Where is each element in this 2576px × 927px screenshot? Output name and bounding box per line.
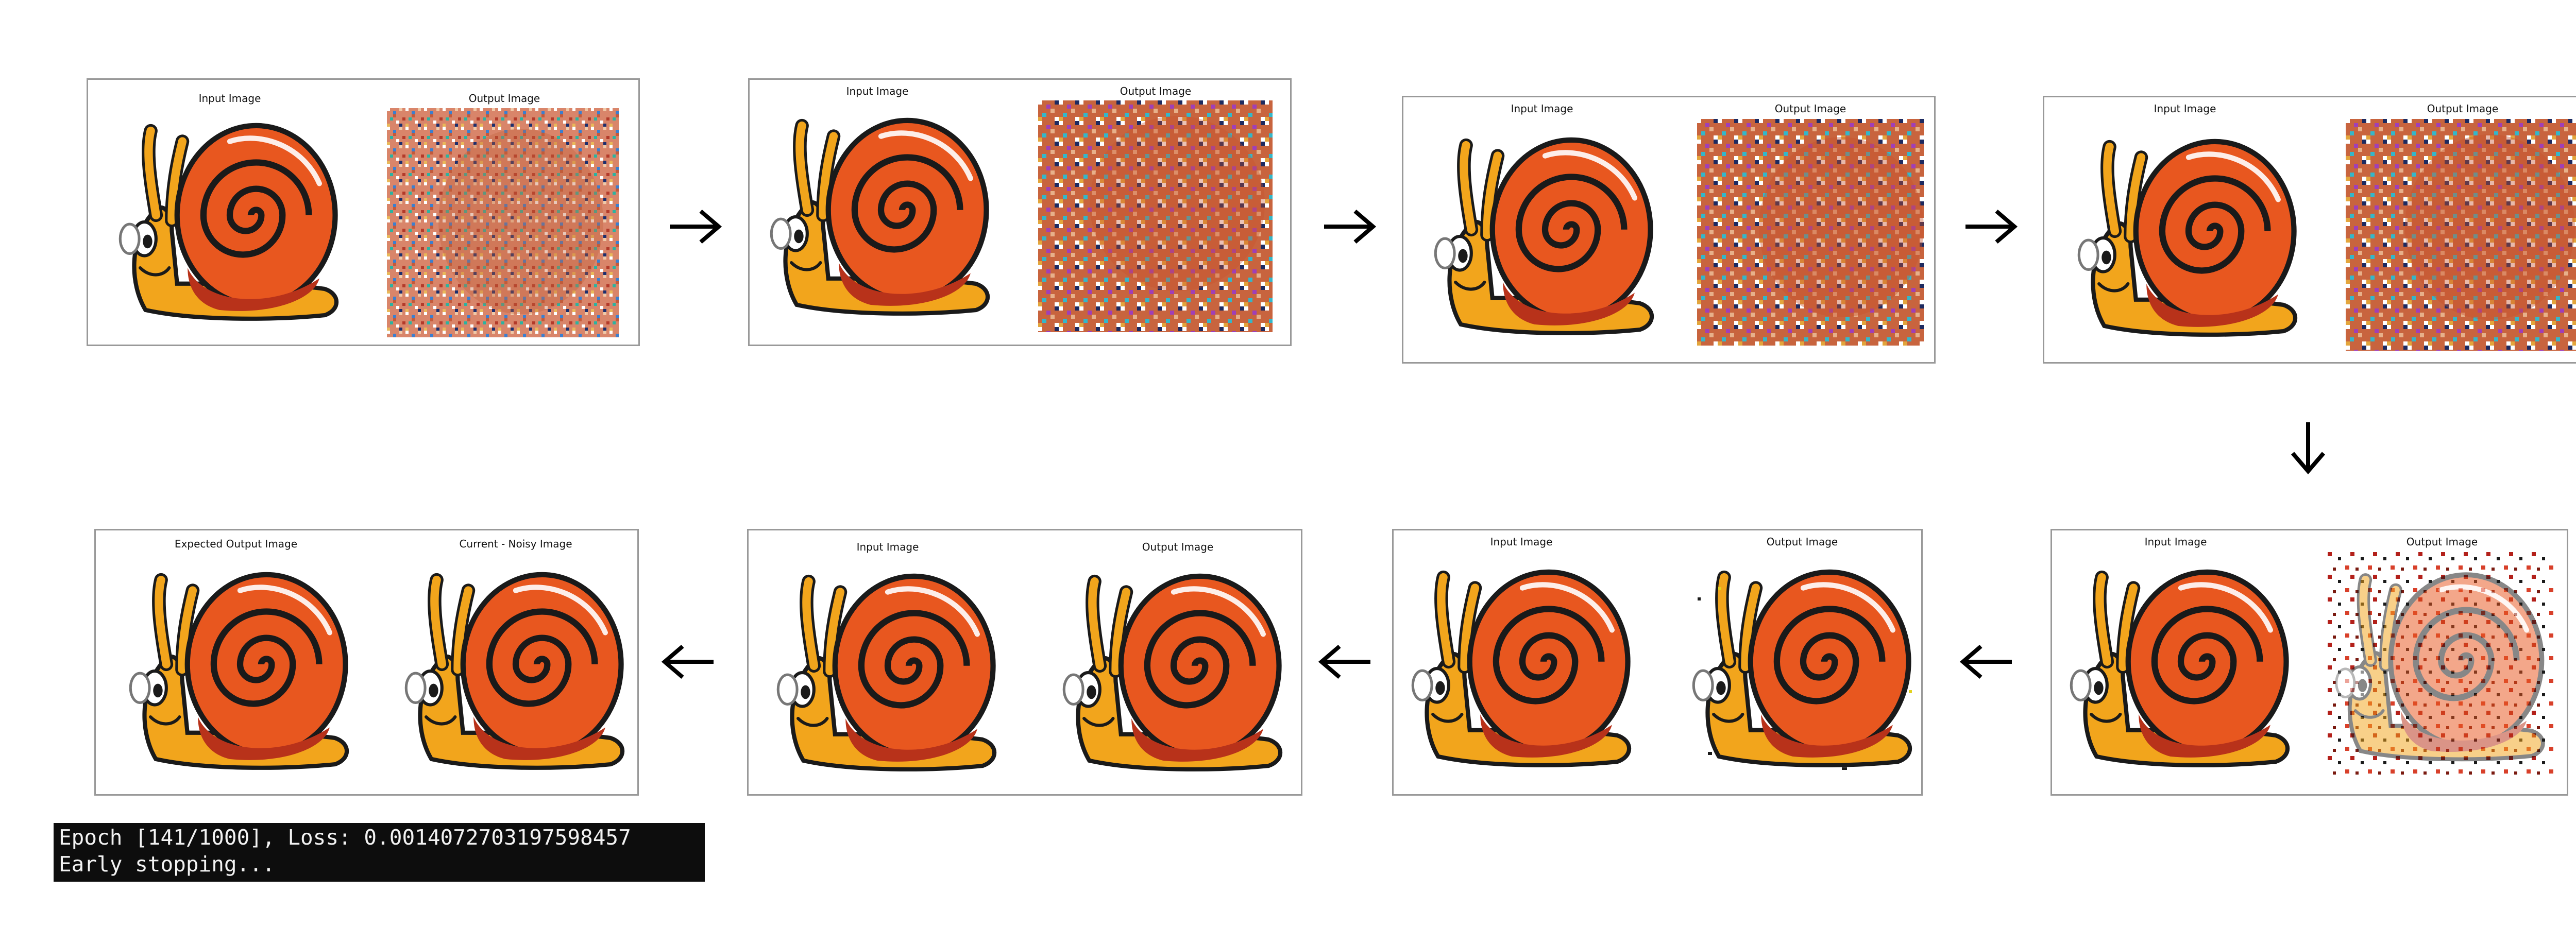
input-image-caption: Input Image (846, 85, 909, 97)
snail-image (765, 105, 997, 326)
snail-image (1058, 560, 1290, 782)
snail-image (772, 560, 1004, 782)
arrow-down-icon (2291, 422, 2326, 475)
noise-image (1697, 119, 1924, 346)
arrow-left-icon (1959, 644, 2012, 679)
input-image-caption: Input Image (1511, 102, 1573, 115)
snail-image (1406, 556, 1638, 778)
output-image-caption: Output Image (1142, 541, 1214, 553)
snail-image (114, 110, 346, 331)
step-panel-4: Input Image Output Image (2043, 96, 2576, 364)
input-image-caption: Input Image (2154, 102, 2216, 115)
input-image-caption: Input Image (1490, 536, 1553, 548)
input-image-caption: Input Image (856, 541, 919, 553)
arrow-left-icon (1318, 644, 1370, 679)
expected-output-caption: Expected Output Image (174, 538, 298, 550)
step-panel-1: Input Image Output Image (87, 78, 640, 346)
snail-image (400, 559, 632, 780)
noise-image (387, 108, 619, 337)
arrow-right-icon (1324, 209, 1377, 244)
terminal-epoch-line: Epoch [141/1000], Loss: 0.00140727031975… (59, 825, 631, 850)
step-panel-6: Input Image Output Image (1392, 529, 1923, 796)
input-image-caption: Input Image (2144, 536, 2207, 548)
arrow-right-icon (1965, 209, 2018, 244)
input-image-caption: Input Image (198, 92, 261, 105)
snail-image (1687, 556, 1919, 778)
snail-image (2065, 556, 2297, 778)
terminal-output: Epoch [141/1000], Loss: 0.00140727031975… (54, 823, 705, 882)
snail-image (1429, 124, 1661, 346)
terminal-stopping-line: Early stopping... (59, 852, 275, 877)
step-panel-2: Input Image Output Image (748, 78, 1292, 346)
arrow-right-icon (670, 209, 722, 244)
step-panel-5: Input Image Output Image (2050, 529, 2568, 796)
step-panel-3: Input Image Output Image (1402, 96, 1936, 364)
step-panel-7: Input Image Output Image (747, 529, 1302, 796)
noise-image (2346, 119, 2576, 351)
noise-image (1038, 100, 1273, 332)
output-image-caption: Output Image (1774, 102, 1846, 115)
final-panel: Expected Output Image Current - Noisy Im… (94, 529, 639, 796)
output-image-caption: Output Image (1120, 85, 1192, 97)
output-image-caption: Output Image (468, 92, 540, 105)
snail-image (2073, 126, 2304, 347)
noise-image (2328, 552, 2554, 779)
output-image-caption: Output Image (2427, 102, 2499, 115)
output-image-caption: Output Image (1766, 536, 1838, 548)
current-noisy-caption: Current - Noisy Image (459, 538, 572, 550)
output-image-caption: Output Image (2406, 536, 2478, 548)
arrow-left-icon (661, 644, 714, 679)
snail-image (124, 559, 356, 780)
